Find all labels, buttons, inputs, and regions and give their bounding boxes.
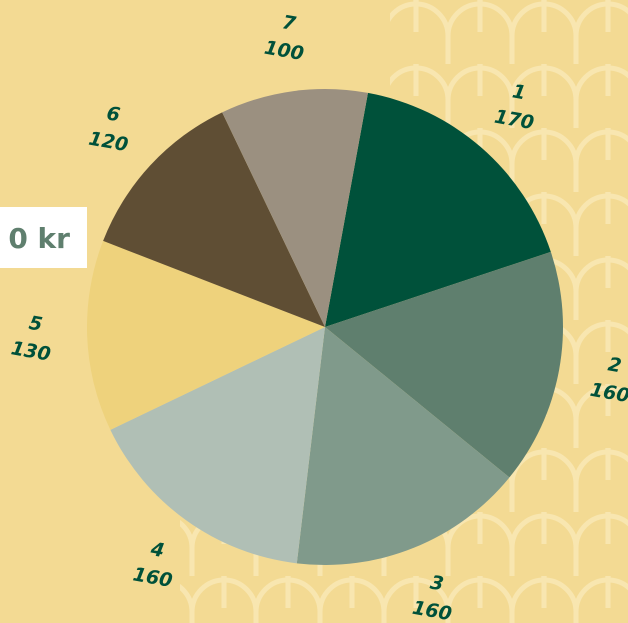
- pie: [87, 89, 563, 565]
- annotation: 0 kr: [8, 222, 70, 255]
- chart: 11702160316041605130612071000 kr: [0, 0, 628, 623]
